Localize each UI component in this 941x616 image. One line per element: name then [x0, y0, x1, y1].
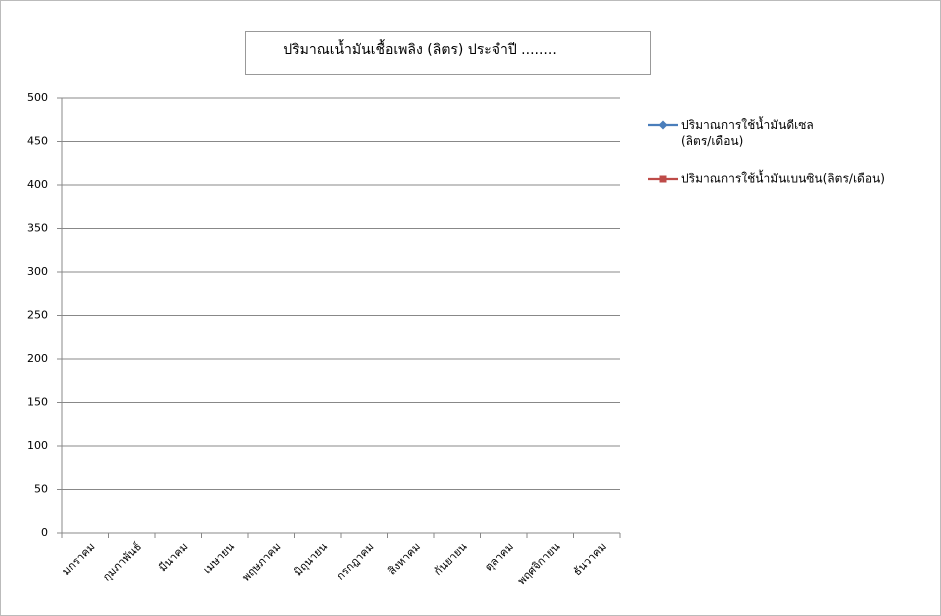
- y-tick-label: 400: [27, 178, 48, 191]
- y-tick-label: 200: [27, 352, 48, 365]
- y-tick-label: 500: [27, 91, 48, 104]
- title-box: [245, 31, 651, 75]
- y-tick-label: 300: [27, 265, 48, 278]
- chart-title: ปริมาณเน้ำมันเชื้อเพลิง (ลิตร) ประจำปี .…: [283, 39, 557, 58]
- marker: [659, 175, 667, 183]
- y-tick-label: 0: [41, 526, 48, 539]
- y-tick-label: 250: [27, 309, 48, 322]
- y-tick-label: 150: [27, 396, 48, 409]
- marker: [658, 120, 668, 130]
- legend-label: ปริมาณการใช้น้ำมันดีเซล (ลิตร/เดือน): [681, 116, 814, 148]
- y-tick-label: 450: [27, 135, 48, 148]
- legend-label: ปริมาณการใช้น้ำมันเบนซิน(ลิตร/เดือน): [681, 170, 885, 186]
- y-tick-label: 350: [27, 222, 48, 235]
- y-tick-label: 50: [34, 483, 48, 496]
- y-tick-label: 100: [27, 439, 48, 452]
- legend-label-line: ปริมาณการใช้น้ำมันดีเซล: [681, 116, 814, 132]
- legend-label-line: (ลิตร/เดือน): [681, 134, 743, 148]
